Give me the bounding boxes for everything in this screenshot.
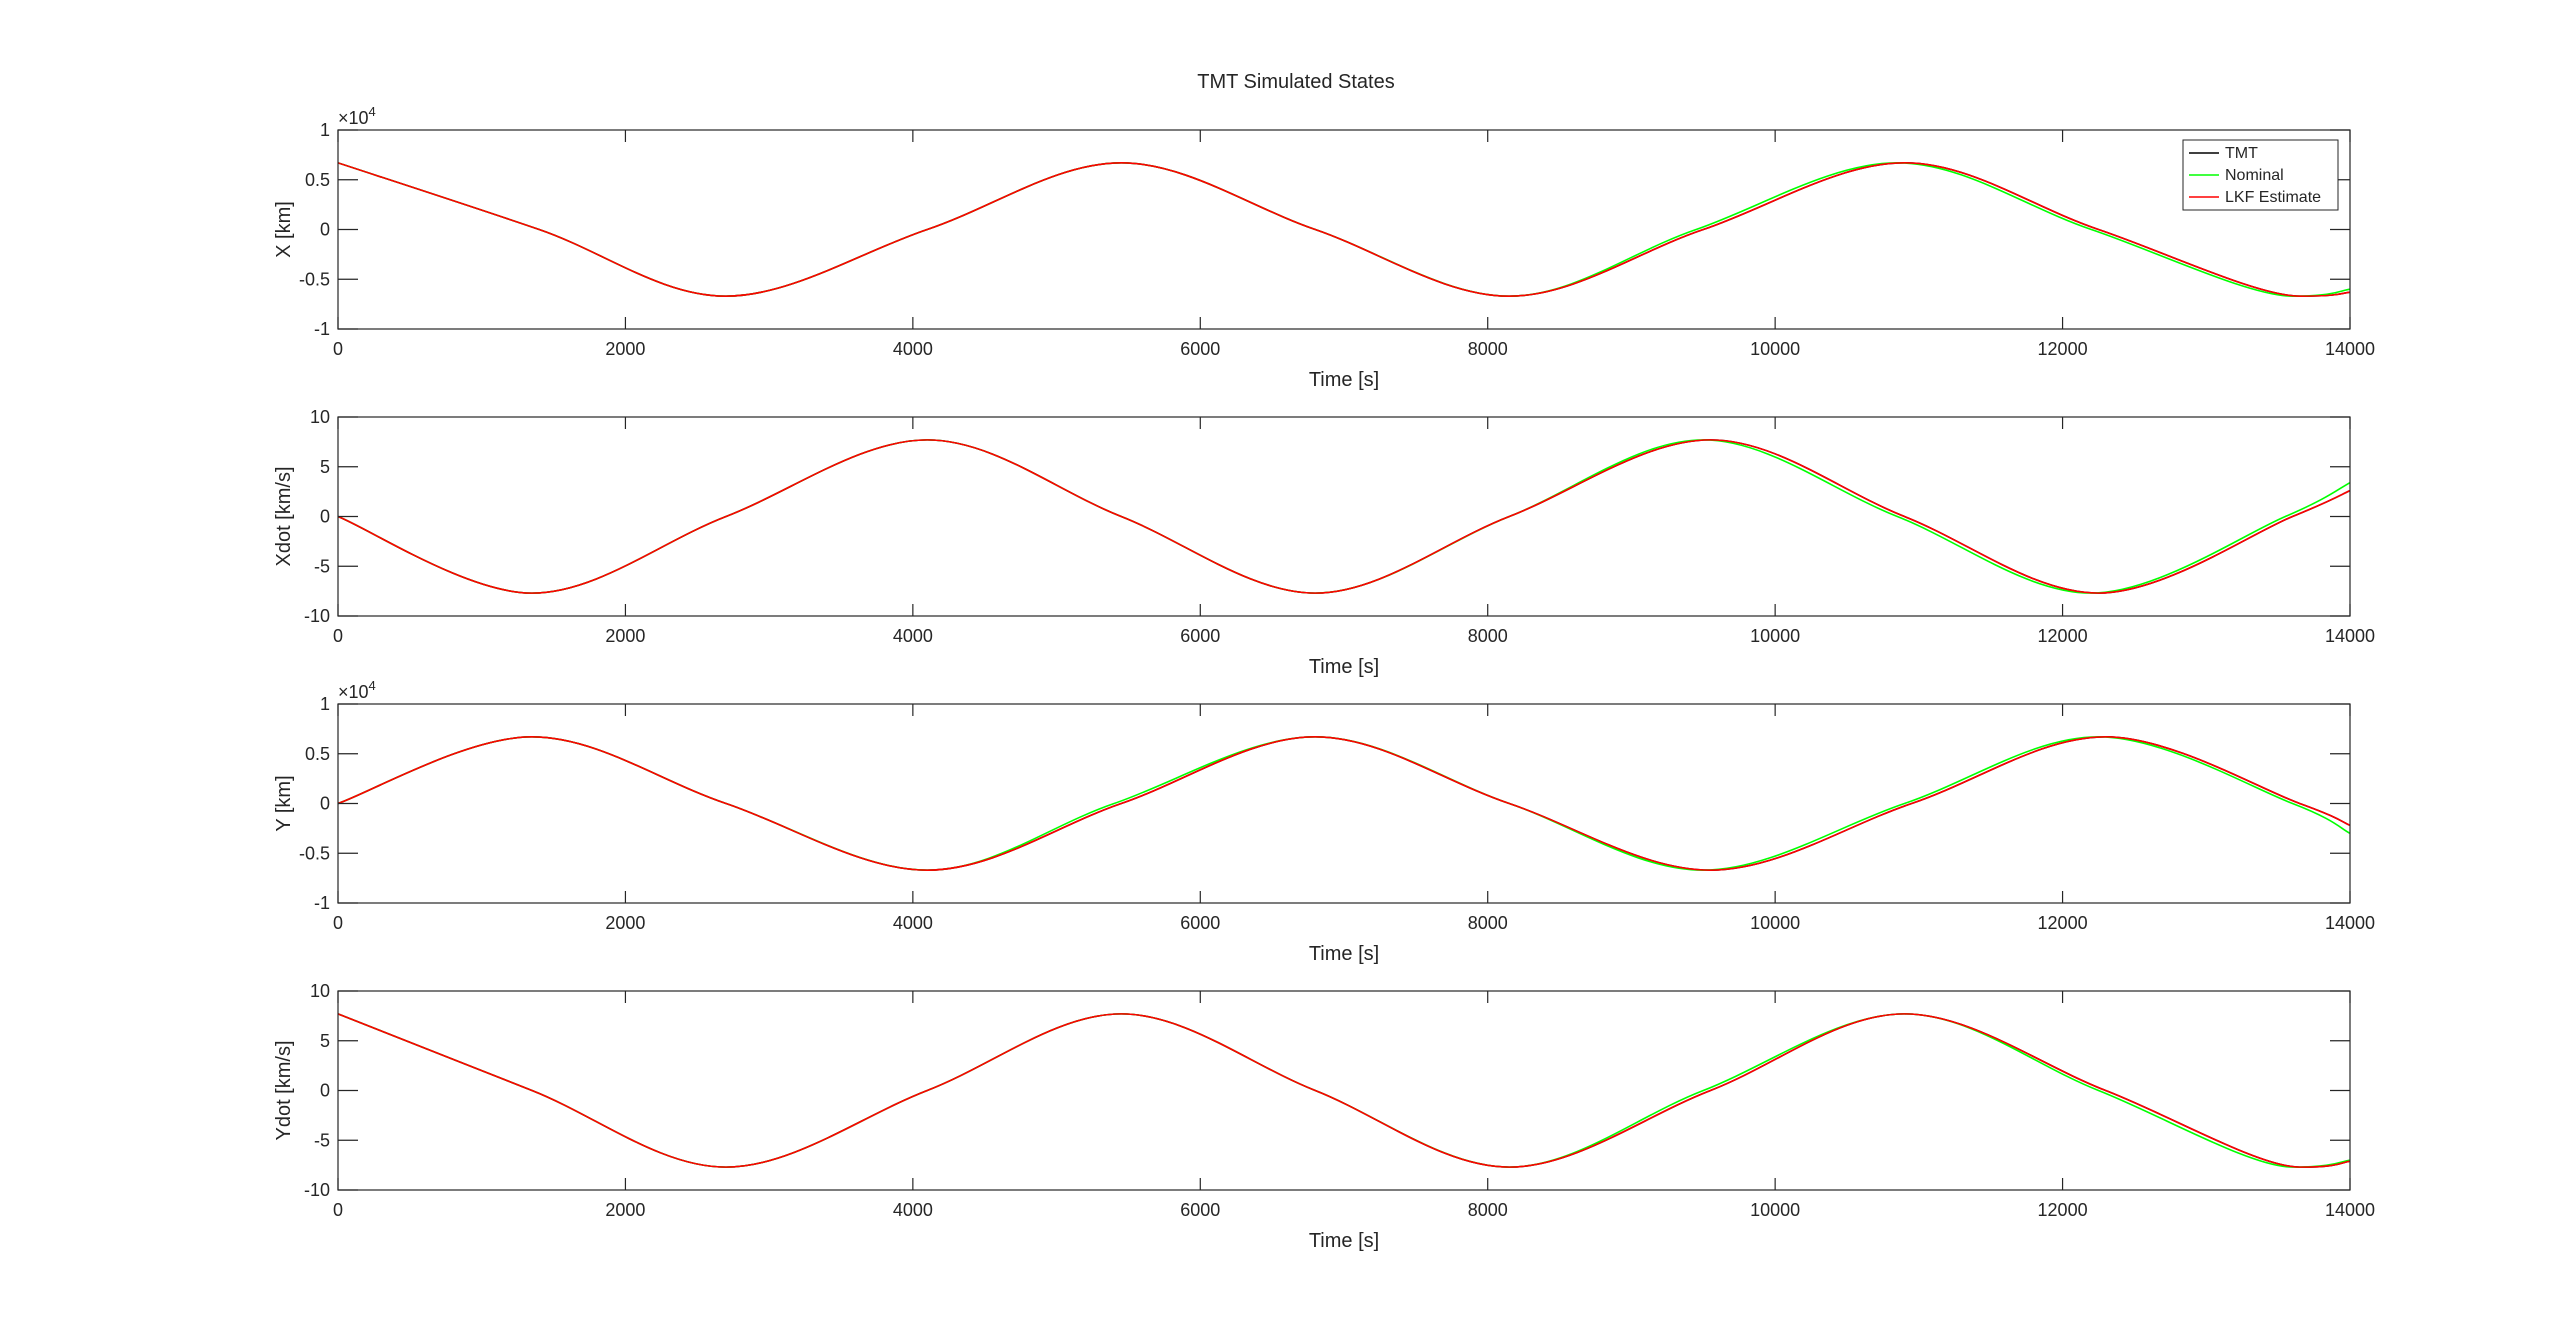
x-tick-label: 6000 xyxy=(1180,339,1220,359)
series-group xyxy=(338,162,2350,297)
series-line-lkf-estimate xyxy=(338,162,2350,297)
x-tick-label: 14000 xyxy=(2325,339,2375,359)
series-line-lkf-estimate xyxy=(338,439,2350,594)
x-axis-label: Time [s] xyxy=(1309,1230,1379,1252)
x-tick-label: 14000 xyxy=(2325,1200,2375,1220)
y-tick-label: 10 xyxy=(310,407,330,427)
legend: TMT Nominal LKF Estimate xyxy=(2182,139,2339,211)
y-tick-label: 0.5 xyxy=(305,170,330,190)
x-tick-label: 4000 xyxy=(893,913,933,933)
y-tick-label: 0.5 xyxy=(305,744,330,764)
y-tick-label: -10 xyxy=(304,1180,330,1200)
series-line-lkf-estimate xyxy=(338,1013,2350,1168)
y-exponent-label: ×104 xyxy=(338,104,376,128)
x-tick-label: 6000 xyxy=(1180,626,1220,646)
y-tick-label: 1 xyxy=(320,694,330,714)
y-tick-label: -0.5 xyxy=(299,269,330,289)
x-tick-label: 0 xyxy=(333,339,343,359)
y-tick-label: 5 xyxy=(320,457,330,477)
y-tick-label: 1 xyxy=(320,120,330,140)
x-tick-label: 6000 xyxy=(1180,1200,1220,1220)
x-tick-label: 8000 xyxy=(1468,339,1508,359)
plot-area xyxy=(338,417,2350,616)
y-tick-label: 0 xyxy=(320,794,330,814)
plot-area xyxy=(338,704,2350,903)
legend-label: LKF Estimate xyxy=(2225,189,2321,206)
subplot-1: 0 2000 4000 6000 8000 10000 12000 14000 -1 -0.5 0 0… xyxy=(273,104,2375,391)
x-tick-label: 8000 xyxy=(1468,913,1508,933)
x-tick-label: 4000 xyxy=(893,626,933,646)
x-axis-label: Time [s] xyxy=(1309,369,1379,391)
x-tick-label: 10000 xyxy=(1750,913,1800,933)
legend-label: TMT xyxy=(2225,145,2258,162)
y-tick-label: -1 xyxy=(314,893,330,913)
plot-area xyxy=(338,991,2350,1190)
x-tick-label: 6000 xyxy=(1180,913,1220,933)
x-tick-label: 10000 xyxy=(1750,626,1800,646)
x-axis-label: Time [s] xyxy=(1309,656,1379,678)
y-tick-label: -5 xyxy=(314,1130,330,1150)
y-tick-label: -10 xyxy=(304,606,330,626)
x-tick-label: 2000 xyxy=(605,913,645,933)
x-tick-label: 10000 xyxy=(1750,339,1800,359)
x-tick-label: 14000 xyxy=(2325,626,2375,646)
y-tick-label: -1 xyxy=(314,319,330,339)
subplot-2: 0 2000 4000 6000 8000 10000 12000 14000 -10 -5 0 5 1… xyxy=(273,407,2375,678)
plot-area xyxy=(338,130,2350,329)
x-tick-label: 12000 xyxy=(2038,626,2088,646)
y-axis-label: Ydot [km/s] xyxy=(273,1040,295,1140)
y-tick-label: -5 xyxy=(314,556,330,576)
series-group xyxy=(338,736,2350,871)
y-axis-label: Y [km] xyxy=(273,775,295,831)
y-tick-label: 0 xyxy=(320,220,330,240)
subplots: 0 2000 4000 6000 8000 10000 12000 14000-1-0.500… xyxy=(273,104,2375,1252)
x-tick-label: 14000 xyxy=(2325,913,2375,933)
x-tick-label: 12000 xyxy=(2038,1200,2088,1220)
x-tick-label: 4000 xyxy=(893,1200,933,1220)
x-tick-label: 10000 xyxy=(1750,1200,1800,1220)
y-tick-label: 0 xyxy=(320,507,330,527)
x-tick-label: 2000 xyxy=(605,1200,645,1220)
subplot-4: 0 2000 4000 6000 8000 10000 12000 14000 -10 -5 0 5 1… xyxy=(273,981,2375,1252)
x-tick-label: 0 xyxy=(333,626,343,646)
x-tick-label: 8000 xyxy=(1468,1200,1508,1220)
figure-title: TMT Simulated States xyxy=(1197,71,1394,93)
y-exponent-label: ×104 xyxy=(338,678,376,702)
y-tick-label: 10 xyxy=(310,981,330,1001)
y-tick-label: -0.5 xyxy=(299,843,330,863)
x-tick-label: 8000 xyxy=(1468,626,1508,646)
x-tick-label: 12000 xyxy=(2038,339,2088,359)
series-group xyxy=(338,439,2350,594)
series-group xyxy=(338,1013,2350,1168)
x-tick-label: 2000 xyxy=(605,339,645,359)
x-tick-label: 12000 xyxy=(2038,913,2088,933)
x-tick-label: 2000 xyxy=(605,626,645,646)
y-axis-label: Xdot [km/s] xyxy=(273,466,295,566)
x-tick-label: 0 xyxy=(333,1200,343,1220)
x-axis-label: Time [s] xyxy=(1309,943,1379,965)
legend-label: Nominal xyxy=(2225,167,2284,184)
y-axis-label: X [km] xyxy=(273,201,295,258)
series-line-lkf-estimate xyxy=(338,736,2350,871)
y-tick-label: 0 xyxy=(320,1081,330,1101)
x-tick-label: 0 xyxy=(333,913,343,933)
x-tick-label: 4000 xyxy=(893,339,933,359)
y-tick-label: 5 xyxy=(320,1031,330,1051)
subplot-3: 0 2000 4000 6000 8000 10000 12000 14000 -1 -0.5 0 0… xyxy=(273,678,2375,965)
